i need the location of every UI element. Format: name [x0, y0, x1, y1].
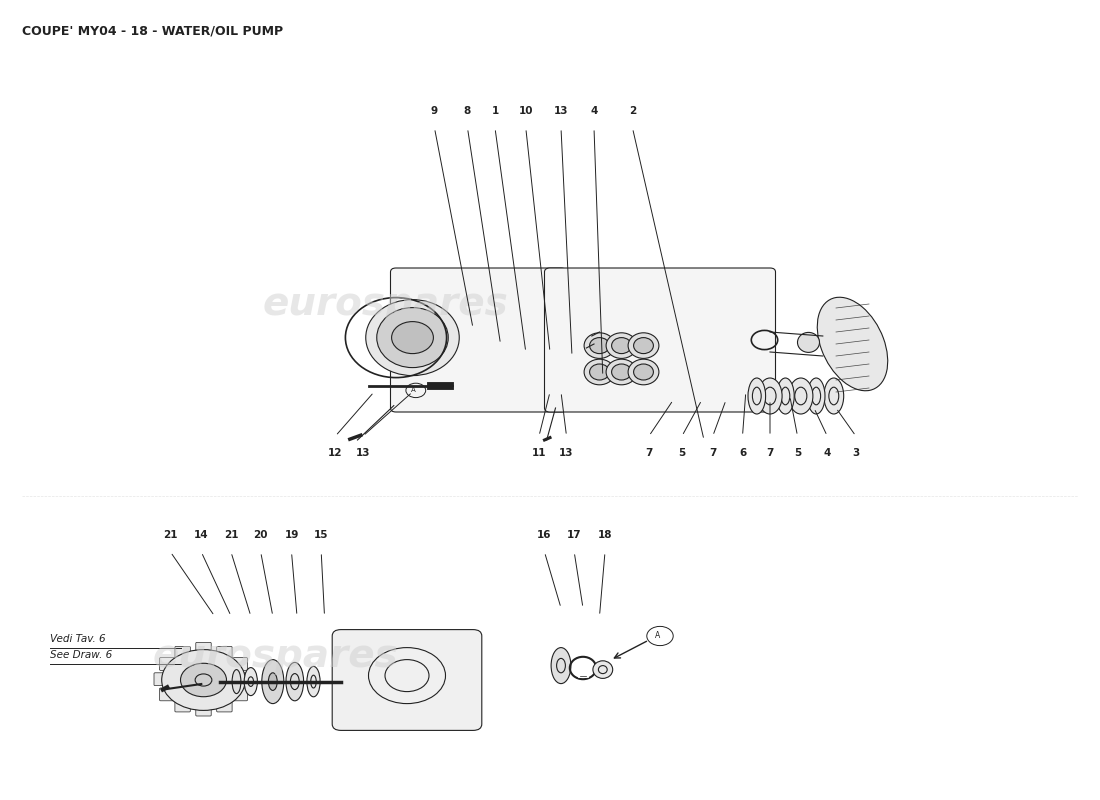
Ellipse shape	[593, 661, 613, 678]
Ellipse shape	[748, 378, 766, 414]
Ellipse shape	[777, 378, 794, 414]
Ellipse shape	[817, 298, 888, 390]
Ellipse shape	[584, 333, 615, 358]
Text: 15: 15	[314, 530, 329, 540]
Ellipse shape	[634, 338, 653, 354]
Ellipse shape	[268, 673, 277, 690]
Ellipse shape	[244, 667, 257, 695]
Text: 7: 7	[646, 448, 652, 458]
Ellipse shape	[798, 333, 820, 352]
FancyBboxPatch shape	[175, 646, 190, 659]
Ellipse shape	[612, 338, 631, 354]
Text: 20: 20	[253, 530, 268, 540]
Text: 18: 18	[597, 530, 613, 540]
FancyBboxPatch shape	[217, 646, 232, 659]
Ellipse shape	[612, 364, 631, 380]
Text: 21: 21	[223, 530, 239, 540]
Ellipse shape	[551, 648, 571, 683]
FancyBboxPatch shape	[238, 673, 253, 686]
Ellipse shape	[606, 333, 637, 358]
Text: 5: 5	[794, 448, 801, 458]
Text: 17: 17	[566, 530, 582, 540]
FancyBboxPatch shape	[160, 688, 175, 701]
Text: COUPE' MY04 - 18 - WATER/OIL PUMP: COUPE' MY04 - 18 - WATER/OIL PUMP	[22, 24, 283, 37]
Ellipse shape	[606, 359, 637, 385]
Text: 21: 21	[163, 530, 178, 540]
Ellipse shape	[807, 378, 825, 414]
Text: 2: 2	[629, 106, 636, 116]
FancyBboxPatch shape	[332, 630, 482, 730]
Text: 1: 1	[492, 106, 498, 116]
Ellipse shape	[376, 308, 449, 368]
Text: 14: 14	[194, 530, 209, 540]
Text: 12: 12	[328, 448, 343, 458]
FancyBboxPatch shape	[232, 688, 248, 701]
Ellipse shape	[232, 670, 241, 694]
Ellipse shape	[392, 322, 433, 354]
Ellipse shape	[789, 378, 813, 414]
FancyBboxPatch shape	[175, 699, 190, 712]
Text: eurospares: eurospares	[152, 637, 398, 675]
Text: See Draw. 6: See Draw. 6	[50, 650, 112, 660]
Ellipse shape	[262, 659, 284, 704]
Text: 11: 11	[531, 448, 547, 458]
Text: 19: 19	[284, 530, 299, 540]
Text: 9: 9	[431, 106, 438, 116]
Text: eurospares: eurospares	[262, 285, 508, 323]
Ellipse shape	[286, 662, 304, 701]
Text: 16: 16	[537, 530, 552, 540]
FancyBboxPatch shape	[160, 658, 175, 670]
Text: 7: 7	[710, 448, 716, 458]
Ellipse shape	[590, 364, 609, 380]
Text: A: A	[656, 631, 660, 641]
Circle shape	[162, 650, 245, 710]
FancyBboxPatch shape	[154, 673, 169, 686]
Text: 4: 4	[824, 448, 830, 458]
Ellipse shape	[634, 364, 653, 380]
FancyBboxPatch shape	[217, 699, 232, 712]
FancyBboxPatch shape	[390, 268, 566, 412]
Ellipse shape	[365, 300, 460, 376]
Text: 13: 13	[355, 448, 371, 458]
FancyBboxPatch shape	[196, 642, 211, 655]
FancyBboxPatch shape	[196, 703, 211, 716]
Text: 13: 13	[553, 106, 569, 116]
FancyBboxPatch shape	[232, 658, 248, 670]
FancyBboxPatch shape	[544, 268, 776, 412]
Text: Vedi Tav. 6: Vedi Tav. 6	[50, 634, 106, 644]
Text: 5: 5	[679, 448, 685, 458]
Text: 13: 13	[559, 448, 574, 458]
Ellipse shape	[628, 333, 659, 358]
Ellipse shape	[590, 338, 609, 354]
Ellipse shape	[584, 359, 615, 385]
Ellipse shape	[307, 666, 320, 697]
Text: 10: 10	[518, 106, 534, 116]
Text: 8: 8	[464, 106, 471, 116]
Ellipse shape	[758, 378, 782, 414]
Text: 7: 7	[767, 448, 773, 458]
Text: A: A	[411, 387, 416, 394]
Ellipse shape	[628, 359, 659, 385]
Text: 3: 3	[852, 448, 859, 458]
Text: 6: 6	[739, 448, 746, 458]
Circle shape	[180, 663, 227, 697]
Ellipse shape	[824, 378, 844, 414]
Text: 4: 4	[591, 106, 597, 116]
